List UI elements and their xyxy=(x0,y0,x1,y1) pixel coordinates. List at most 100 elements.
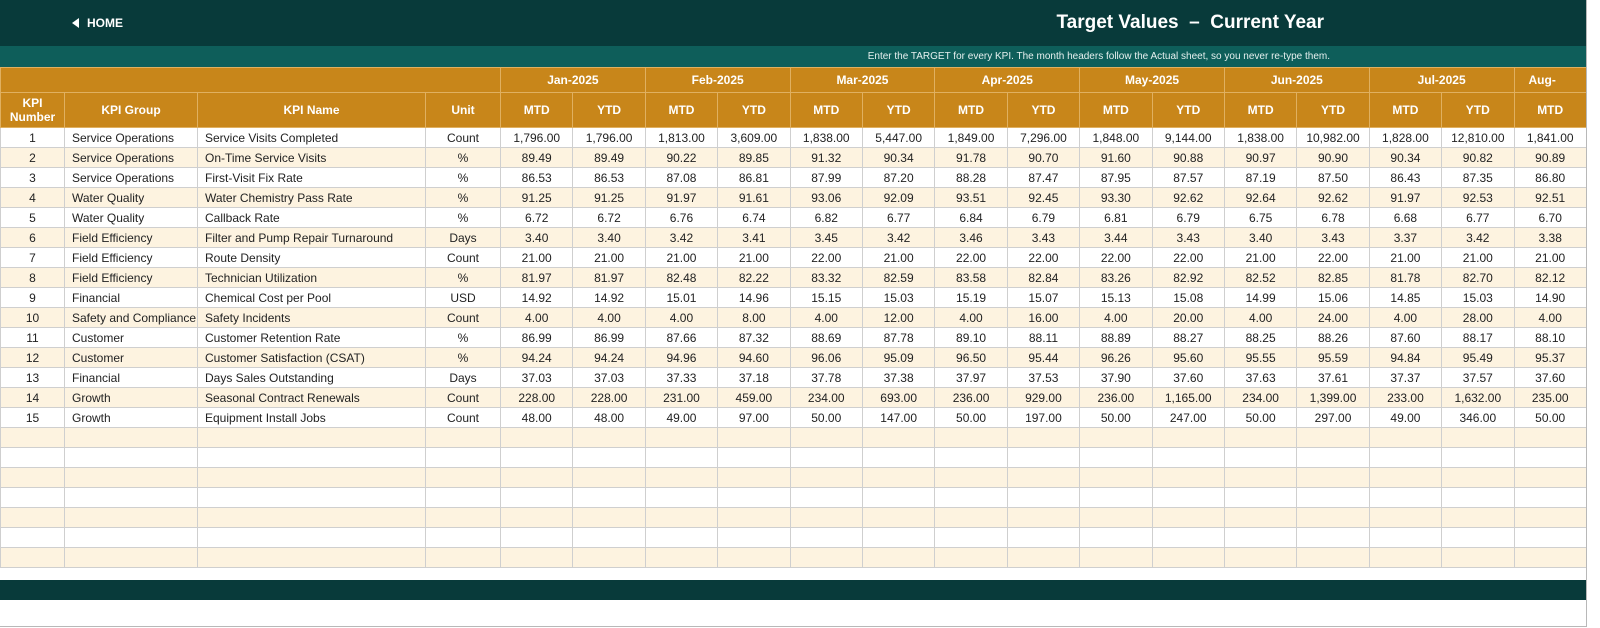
cell: Water Chemistry Pass Rate xyxy=(197,187,426,208)
cell: 37.78 xyxy=(789,367,863,388)
empty-cell xyxy=(1006,447,1081,468)
kpi-row: 6 Field Efficiency Filter and Pump Repair … xyxy=(0,227,1586,248)
cell: 15.19 xyxy=(934,287,1008,308)
empty-cell xyxy=(1223,547,1298,568)
empty-cell xyxy=(789,507,863,528)
cell: 3.37 xyxy=(1368,227,1443,248)
cell: 86.80 xyxy=(1513,167,1586,188)
cell: 4.00 xyxy=(789,307,863,328)
cell: 11 xyxy=(0,327,65,348)
cell: 4.00 xyxy=(644,307,719,328)
cell: On-Time Service Visits xyxy=(197,147,426,168)
month-header: May-2025 xyxy=(1079,67,1225,93)
cell: % xyxy=(425,267,501,288)
cell: 82.85 xyxy=(1296,267,1370,288)
cell: 88.27 xyxy=(1151,327,1225,348)
cell: 37.60 xyxy=(1151,367,1225,388)
cell: 1,796.00 xyxy=(572,127,646,148)
cell: 14 xyxy=(0,387,65,408)
empty-cell xyxy=(1368,427,1443,448)
home-button[interactable]: HOME xyxy=(72,16,123,30)
cell: 96.06 xyxy=(789,347,863,368)
cell: Filter and Pump Repair Turnaround xyxy=(197,227,426,248)
cell: 92.53 xyxy=(1441,187,1515,208)
empty-cell xyxy=(934,467,1008,488)
empty-cell xyxy=(64,427,198,448)
cell: % xyxy=(425,327,501,348)
cell: Chemical Cost per Pool xyxy=(197,287,426,308)
empty-cell xyxy=(717,427,791,448)
cell: Days xyxy=(425,227,501,248)
cell: 4.00 xyxy=(572,307,646,328)
cell: 15.07 xyxy=(1006,287,1081,308)
cell: 346.00 xyxy=(1441,407,1515,428)
column-header: KPI Name xyxy=(197,92,426,128)
cell: 87.99 xyxy=(789,167,863,188)
kpi-row: 3 Service Operations First-Visit Fix Rate%… xyxy=(0,167,1586,188)
cell: 24.00 xyxy=(1296,307,1370,328)
empty-cell xyxy=(197,507,426,528)
empty-cell xyxy=(1296,467,1370,488)
sub-header: MTD xyxy=(1513,92,1586,128)
empty-cell xyxy=(572,487,646,508)
cell: 49.00 xyxy=(644,407,719,428)
cell: 6.77 xyxy=(1441,207,1515,228)
sub-header: YTD xyxy=(1441,92,1515,128)
cell: 15.01 xyxy=(644,287,719,308)
cell: 95.37 xyxy=(1513,347,1586,368)
cell: 235.00 xyxy=(1513,387,1586,408)
cell: Safety Incidents xyxy=(197,307,426,328)
empty-cell xyxy=(1441,547,1515,568)
empty-cell xyxy=(64,447,198,468)
sub-header: MTD xyxy=(934,92,1008,128)
empty-cell xyxy=(789,487,863,508)
cell: 88.11 xyxy=(1006,327,1081,348)
cell: 91.25 xyxy=(499,187,574,208)
cell: 4.00 xyxy=(1513,307,1586,328)
cell: 21.00 xyxy=(1441,247,1515,268)
cell: 37.33 xyxy=(644,367,719,388)
empty-cell xyxy=(1441,507,1515,528)
cell: 87.95 xyxy=(1079,167,1153,188)
empty-cell xyxy=(1079,467,1153,488)
cell: 12.00 xyxy=(861,307,936,328)
cell: 234.00 xyxy=(1223,387,1298,408)
cell: Count xyxy=(425,307,501,328)
cell: 90.88 xyxy=(1151,147,1225,168)
empty-cell xyxy=(1006,507,1081,528)
cell: 459.00 xyxy=(717,387,791,408)
cell: 15 xyxy=(0,407,65,428)
empty-cell xyxy=(572,547,646,568)
empty-cell xyxy=(1006,527,1081,548)
cell: 86.53 xyxy=(499,167,574,188)
empty-cell xyxy=(934,487,1008,508)
cell: 90.22 xyxy=(644,147,719,168)
cell: 21.00 xyxy=(861,247,936,268)
cell: % xyxy=(425,347,501,368)
cell: 14.92 xyxy=(499,287,574,308)
cell: 93.06 xyxy=(789,187,863,208)
empty-cell xyxy=(861,547,936,568)
cell: 3.42 xyxy=(1441,227,1515,248)
empty-cell xyxy=(425,467,501,488)
empty-cell xyxy=(425,487,501,508)
empty-cell xyxy=(499,447,574,468)
header-blank xyxy=(0,67,501,93)
cell: 1,848.00 xyxy=(1079,127,1153,148)
cell: 37.37 xyxy=(1368,367,1443,388)
cell: 21.00 xyxy=(1223,247,1298,268)
cell: 91.78 xyxy=(934,147,1008,168)
cell: 1,813.00 xyxy=(644,127,719,148)
empty-cell xyxy=(934,507,1008,528)
empty-cell xyxy=(644,487,719,508)
empty-cell xyxy=(0,487,65,508)
empty-cell xyxy=(1151,487,1225,508)
cell: 4.00 xyxy=(1079,307,1153,328)
sub-header: YTD xyxy=(1006,92,1081,128)
cell: 1,399.00 xyxy=(1296,387,1370,408)
empty-cell xyxy=(0,447,65,468)
cell: 91.97 xyxy=(1368,187,1443,208)
table-head: Jan-2025 Feb-2025 Mar-2025 Apr-2025 May-2025… xyxy=(0,67,1586,128)
empty-cell xyxy=(1006,467,1081,488)
